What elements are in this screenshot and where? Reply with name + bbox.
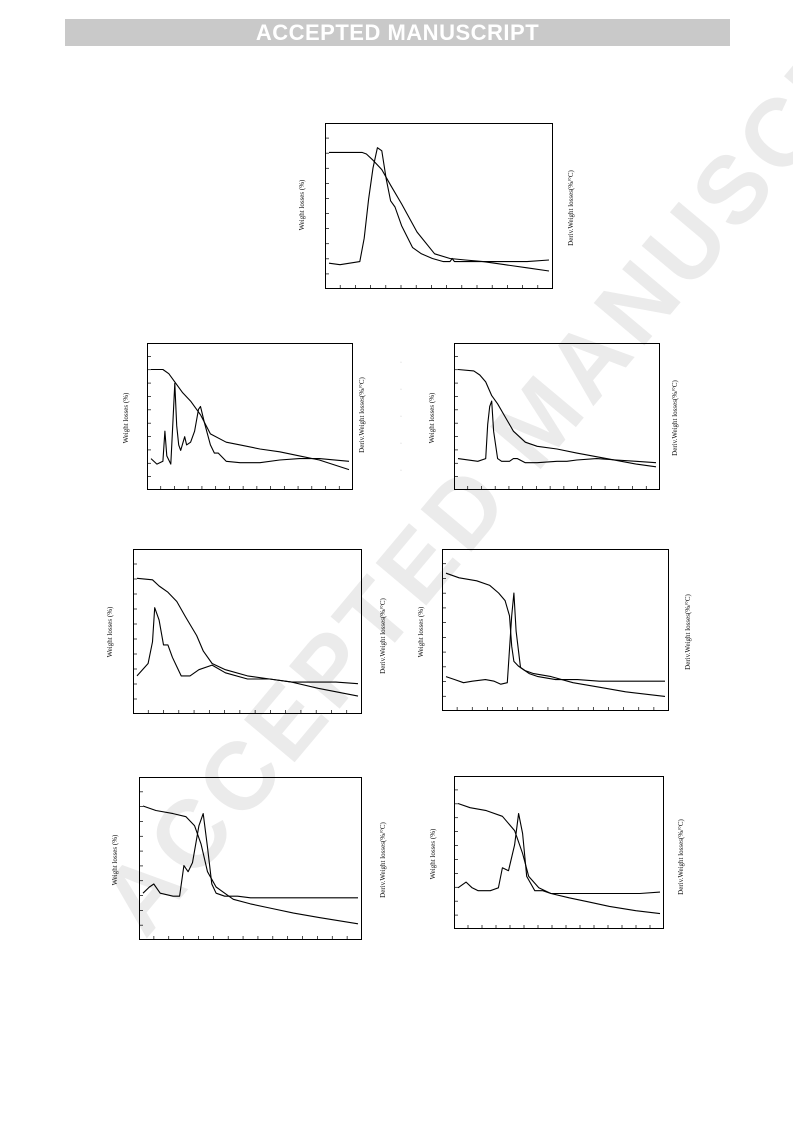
left-axis-label-1: Weight losses (%) [298,179,306,231]
derivative-curve [328,147,550,266]
left-axis-label-2: Weight losses (%) [122,392,130,444]
derivative-curve [150,382,350,465]
right-axis-label-6: Deriv.Weight losses(%/°C) [379,822,387,898]
right-axis-label-4: Deriv.Weight losses(%/°C) [379,598,387,674]
chart-svg-3 [454,343,660,490]
chart-panel-2 [147,343,353,490]
chart-svg-2 [147,343,353,490]
plot-frame [454,776,664,929]
chart-panel-4 [133,549,362,714]
plot-frame [325,123,553,289]
derivative-curve [445,592,665,685]
left-axis-label-5: Weight losses (%) [417,606,425,658]
chart-panel-6 [139,777,362,940]
derivative-curve [142,813,358,899]
chart-panel-5 [442,549,669,711]
chart-panel-3 [454,343,660,490]
weight-curve [457,802,661,915]
chart-svg-7 [454,776,664,929]
plot-frame [442,549,669,711]
left-axis-label-6: Weight losses (%) [111,834,119,886]
derivative-curve [136,607,359,685]
derivative-curve [457,812,661,895]
left-axis-label-3: Weight losses (%) [428,392,436,444]
right-axis-label-2: Deriv.Weight losses(%/°C) [358,377,366,453]
left-axis-label-4: Weight losses (%) [106,606,114,658]
plot-frame [147,343,353,490]
right-axis-label-1: Deriv.Weight losses(%/°C) [567,170,575,246]
accepted-manuscript-banner: ACCEPTED MANUSCRIPT [65,19,730,46]
chart-panel-1 [325,123,553,289]
chart-svg-6 [139,777,362,940]
chart-svg-4 [133,549,362,714]
plot-frame [133,549,362,714]
weight-curve [151,368,350,471]
weight-curve [445,572,666,697]
weight-curve [329,151,550,272]
weight-curve [457,368,657,468]
right-axis-label-5: Deriv.Weight losses(%/°C) [684,594,692,670]
stray-dots: · · · · · [400,360,402,474]
right-axis-label-3: Deriv.Weight losses(%/°C) [671,380,679,456]
chart-panel-7 [454,776,664,929]
chart-svg-1 [325,123,553,289]
chart-svg-5 [442,549,669,711]
plot-frame [139,777,362,940]
derivative-curve [457,400,657,464]
left-axis-label-7: Weight losses (%) [429,828,437,880]
right-axis-label-7: Deriv.Weight losses(%/°C) [677,819,685,895]
weight-curve [142,805,359,925]
plot-frame [454,343,660,490]
